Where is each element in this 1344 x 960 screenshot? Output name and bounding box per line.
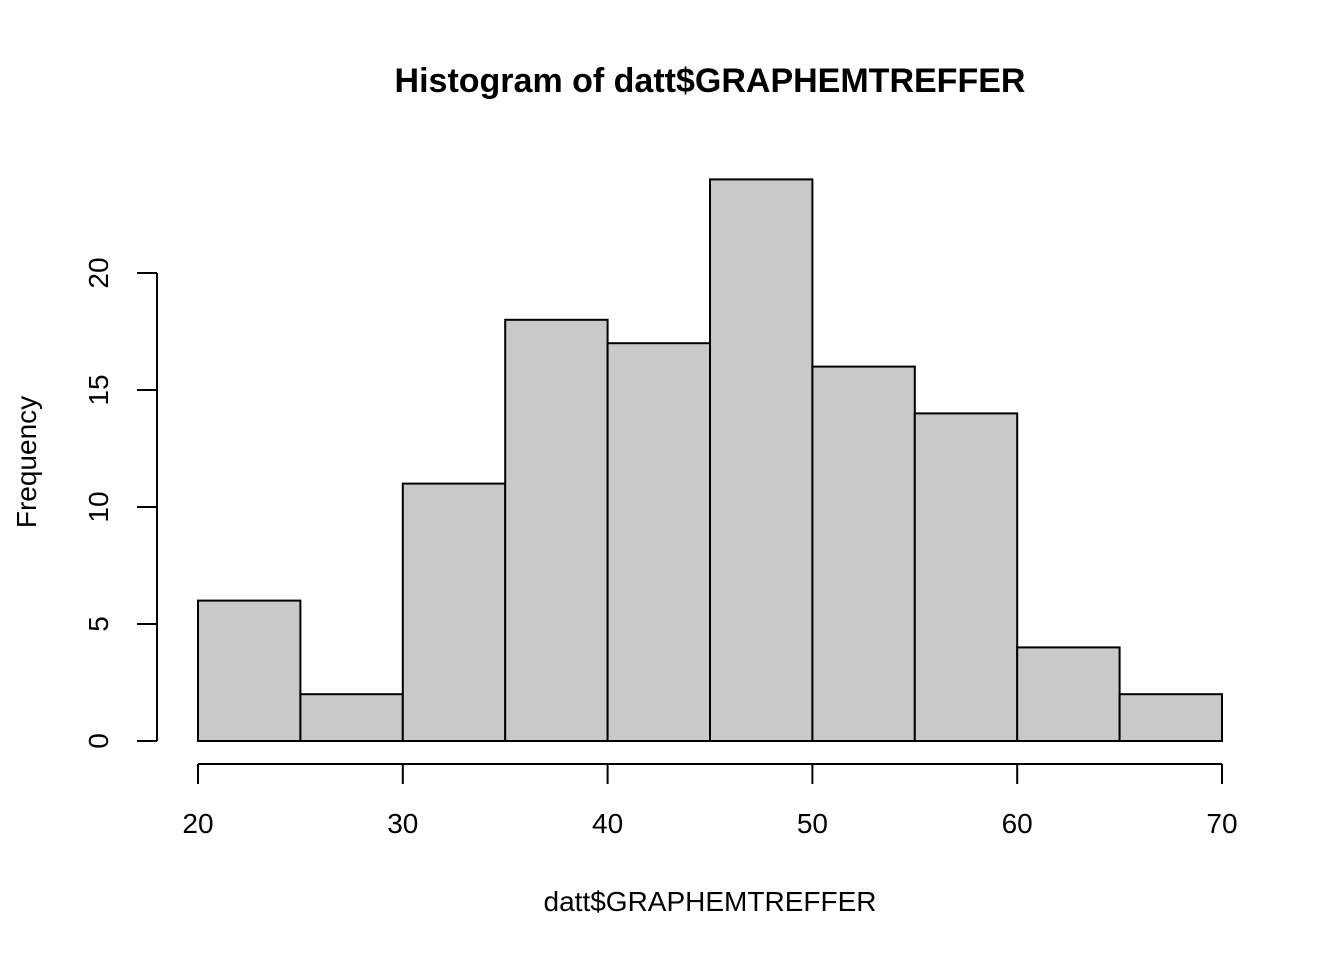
x-tick-label-50: 50 — [797, 808, 828, 839]
x-tick-label-70: 70 — [1206, 808, 1237, 839]
histogram-bar-30-35 — [401, 482, 507, 742]
x-tick-label-60: 60 — [1002, 808, 1033, 839]
x-axis: 20 30 40 50 60 70 — [182, 763, 1238, 839]
histogram-bar-60-65 — [1016, 646, 1121, 743]
histogram-bar-35-40 — [504, 318, 609, 742]
histogram-bar-25-30 — [299, 693, 404, 743]
y-tick-label-0: 0 — [83, 733, 114, 749]
y-axis: 0 5 10 15 20 — [83, 257, 158, 749]
bars-group — [197, 178, 1223, 743]
x-tick-label-40: 40 — [592, 808, 623, 839]
y-tick-label-15: 15 — [83, 374, 114, 405]
y-axis-label: Frequency — [11, 396, 42, 528]
x-tick-label-30: 30 — [387, 808, 418, 839]
histogram-bar-40-45 — [606, 342, 711, 742]
x-axis-label: datt$GRAPHEMTREFFER — [544, 886, 877, 917]
y-tick-label-20: 20 — [83, 257, 114, 288]
histogram-bar-45-50 — [709, 178, 814, 742]
y-tick-label-5: 5 — [83, 616, 114, 632]
histogram-bar-65-70 — [1118, 693, 1223, 743]
histogram-bar-20-25 — [197, 599, 302, 742]
x-tick-label-20: 20 — [182, 808, 213, 839]
chart-title: Histogram of datt$GRAPHEMTREFFER — [395, 62, 1026, 100]
y-tick-label-10: 10 — [83, 491, 114, 522]
histogram-bar-55-60 — [913, 412, 1019, 742]
histogram-bar-50-55 — [811, 365, 916, 742]
